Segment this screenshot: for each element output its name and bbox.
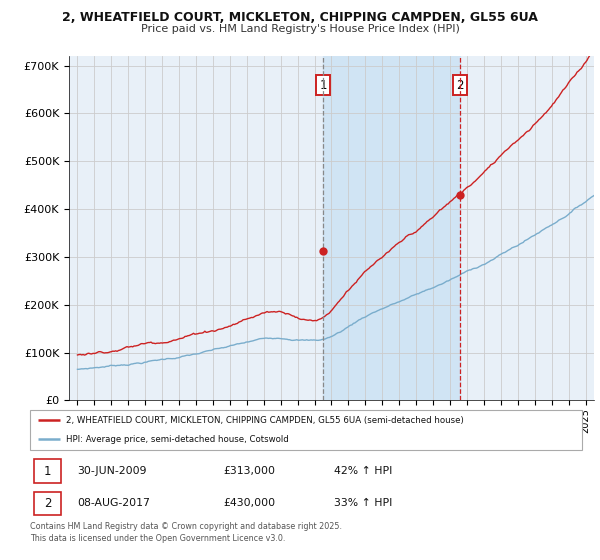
Text: Contains HM Land Registry data © Crown copyright and database right 2025.
This d: Contains HM Land Registry data © Crown c… bbox=[30, 522, 342, 543]
Text: £313,000: £313,000 bbox=[223, 466, 275, 476]
Bar bbox=[323, 56, 460, 400]
Text: 2: 2 bbox=[44, 497, 52, 510]
FancyBboxPatch shape bbox=[34, 459, 61, 483]
Text: 2: 2 bbox=[457, 79, 464, 92]
Text: 33% ↑ HPI: 33% ↑ HPI bbox=[334, 498, 392, 508]
Text: Price paid vs. HM Land Registry's House Price Index (HPI): Price paid vs. HM Land Registry's House … bbox=[140, 24, 460, 34]
Text: 2, WHEATFIELD COURT, MICKLETON, CHIPPING CAMPDEN, GL55 6UA: 2, WHEATFIELD COURT, MICKLETON, CHIPPING… bbox=[62, 11, 538, 24]
Text: 1: 1 bbox=[319, 79, 327, 92]
Text: 42% ↑ HPI: 42% ↑ HPI bbox=[334, 466, 392, 476]
Text: 2, WHEATFIELD COURT, MICKLETON, CHIPPING CAMPDEN, GL55 6UA (semi-detached house): 2, WHEATFIELD COURT, MICKLETON, CHIPPING… bbox=[66, 416, 464, 424]
Text: £430,000: £430,000 bbox=[223, 498, 275, 508]
Text: 1: 1 bbox=[44, 465, 52, 478]
Text: HPI: Average price, semi-detached house, Cotswold: HPI: Average price, semi-detached house,… bbox=[66, 435, 289, 444]
FancyBboxPatch shape bbox=[30, 410, 582, 450]
Text: 30-JUN-2009: 30-JUN-2009 bbox=[77, 466, 146, 476]
FancyBboxPatch shape bbox=[34, 492, 61, 515]
Text: 08-AUG-2017: 08-AUG-2017 bbox=[77, 498, 150, 508]
